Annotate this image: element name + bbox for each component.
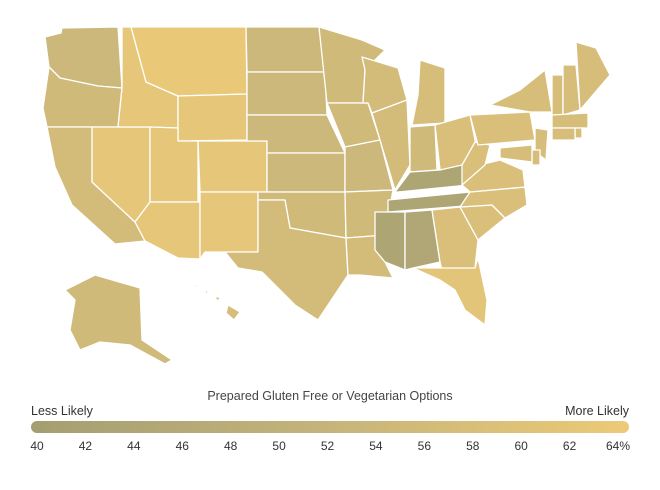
legend-tick-label: 54 (369, 439, 383, 453)
legend-tick-label: 62 (562, 439, 577, 453)
state-sd (246, 71, 328, 116)
state-co (197, 140, 268, 193)
state-ms (374, 211, 406, 271)
state-wv (461, 141, 491, 186)
state-hi (193, 283, 241, 321)
state-de (531, 149, 541, 166)
state-md (499, 144, 533, 163)
legend-less-likely-label: Less Likely (31, 404, 93, 418)
legend-tick-label: 48 (223, 439, 238, 453)
state-il (371, 99, 411, 191)
legend-tick-label: 56 (417, 439, 432, 453)
legend-tick-label: 52 (320, 439, 335, 453)
legend-tick-label: 58 (466, 439, 480, 453)
state-wy (177, 93, 248, 142)
state-wi (361, 56, 408, 114)
state-ri (574, 127, 583, 139)
legend-color-bar (31, 421, 629, 433)
legend-tick-label: 42 (78, 439, 93, 453)
legend-title: Prepared Gluten Free or Vegetarian Optio… (207, 389, 453, 403)
state-pa (469, 111, 536, 146)
state-az (134, 201, 201, 260)
state-mi (411, 59, 446, 126)
state-ma (551, 112, 589, 129)
legend-tick-label: 64% (605, 439, 631, 453)
legend-tick-label: 46 (175, 439, 189, 453)
state-al (404, 209, 441, 271)
us-choropleth-map (42, 26, 611, 365)
state-tx (224, 199, 349, 321)
legend-tick-label: 60 (514, 439, 528, 453)
state-nm (199, 191, 259, 260)
state-ct (551, 127, 576, 141)
legend-tick-label: 40 (30, 439, 44, 453)
legend-tick-label: 44 (127, 439, 141, 453)
legend-tick-label: 50 (272, 439, 286, 453)
state-nd (245, 26, 326, 73)
state-vt (551, 74, 564, 116)
legend-more-likely-label: More Likely (565, 404, 629, 418)
state-ak (64, 274, 173, 365)
state-fl (412, 257, 488, 326)
states-layer (42, 26, 611, 365)
state-in (409, 124, 438, 173)
state-ks (266, 152, 346, 193)
state-ny (489, 69, 553, 113)
state-me (575, 41, 611, 111)
